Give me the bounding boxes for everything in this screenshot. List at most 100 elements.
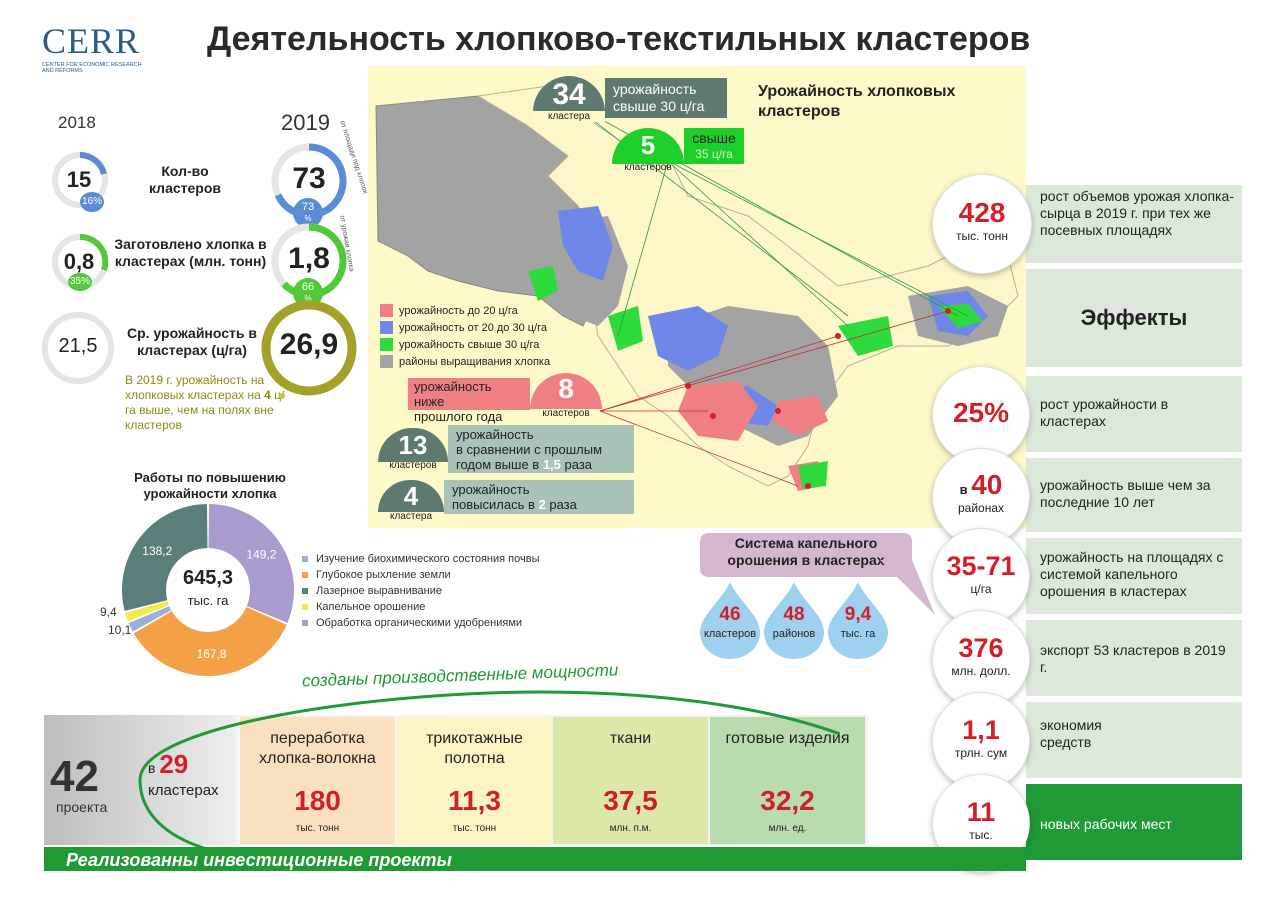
effect-panel-6 [1026, 702, 1242, 778]
investment-cell: трикотажные полотна 11,3 тыс. тонн [397, 717, 552, 844]
legend-swatch-red [380, 304, 393, 317]
donut-slice-label: 167,8 [197, 647, 227, 661]
works-swatch-2 [302, 572, 308, 578]
effect-6-circle: 1,1 трлн. сум [932, 692, 1030, 790]
effect-2-text: рост урожайности в кластерах [1040, 396, 1169, 429]
investment-cell-value: 180 [294, 785, 341, 816]
works-legend-item: Изучение биохимического состояния почвы [302, 551, 539, 567]
map-dots [685, 308, 951, 489]
donut-slice-label: 149,2 [246, 548, 276, 562]
investment-cell: ткани 37,5 млн. п.м. [553, 717, 708, 844]
badge-13-num: 13 [398, 430, 428, 460]
clusters-unit: кластерах [148, 782, 219, 799]
effects-header: Эффекты [1080, 305, 1188, 330]
badge-8-num: 8 [558, 373, 574, 404]
map-legend-item: урожайность от 20 до 30 ц/га [380, 319, 550, 336]
map-svg [375, 85, 1019, 491]
drip-drop-unit: тыс. га [840, 628, 876, 640]
yield-note: В 2019 г. урожайность на хлопковых класт… [125, 373, 285, 432]
works-swatch-1 [302, 556, 308, 562]
investment-cell-title: переработка хлопка-волокна [259, 730, 376, 767]
stat1-2019-pct: 73 % [293, 198, 323, 228]
note-dot [279, 393, 285, 399]
stat1-2018-pct: 16% [80, 192, 104, 212]
drip-drop-value: 46 [719, 604, 741, 625]
works-label-drip: 9,4 [100, 605, 117, 619]
stat2-2018-ring [52, 233, 109, 290]
works-legend-item: Лазерное выравнивание [302, 583, 539, 599]
works-legend-item: Капельное орошение [302, 599, 539, 615]
donut-hole [168, 550, 248, 630]
works-total: 645,3 [182, 567, 234, 589]
drip-title-tail [880, 560, 935, 615]
footer-bar [44, 847, 1026, 871]
effect-5-circle: 376 млн. долл. [932, 610, 1030, 708]
investment-cell: переработка хлопка-волокна 180 тыс. тонн [240, 717, 395, 844]
stat1-label: Кол-во кластеров [149, 163, 221, 196]
stat2-2019-ring [271, 223, 347, 299]
map-green-2 [608, 306, 643, 351]
effect-6-text: экономия средств [1040, 717, 1102, 750]
effect-panel-7 [1026, 784, 1242, 860]
drip-drop: 9,4 тыс. га [826, 582, 890, 660]
logo-subtitle: CENTER FOR ECONOMIC RESEARCH AND REFORMS [42, 62, 142, 74]
map-red-2 [773, 396, 828, 436]
drip-drop: 48 районов [762, 582, 826, 660]
projects-value: 42 [50, 752, 99, 801]
effect-1-text: рост объемов урожая хлопка-сырца в 2019 … [1040, 188, 1234, 238]
badge-13-unit: кластеров [389, 460, 437, 471]
stat3-2018-value: 21,5 [58, 335, 98, 357]
projects-unit: проекта [56, 799, 108, 815]
investment-cell-value: 37,5 [603, 785, 658, 816]
map-blue-1 [558, 206, 613, 281]
works-legend-item: Глубокое рыхление земли [302, 567, 539, 583]
map-green-3 [838, 316, 893, 356]
badge-8-unit: кластеров [542, 408, 590, 419]
clusters-block: в 29 [148, 749, 189, 779]
logo: CERR CENTER FOR ECONOMIC RESEARCH AND RE… [42, 20, 152, 74]
donut-slice [125, 601, 169, 622]
drip-title: Система капельного орошения в кластерах [700, 533, 912, 577]
map-blue-2 [648, 306, 728, 371]
investment-arc [138, 690, 840, 856]
investment-cell-unit: млн. ед. [768, 823, 807, 834]
stat3-2019-value: 26,9 [279, 328, 339, 361]
effect-4-circle: 35-71 ц/га [932, 528, 1030, 626]
works-total-unit: тыс. га [187, 593, 229, 608]
effect-3-text: урожайность выше чем за последние 10 лет [1040, 477, 1211, 510]
map-legend-item: районы выращивания хлопка [380, 353, 550, 370]
investment-cell-unit: тыс. тонн [452, 823, 497, 834]
investment-cell-unit: млн. п.м. [609, 823, 652, 834]
stat2-2018-value: 0,8 [63, 249, 95, 274]
drip-drop-unit: кластеров [703, 628, 757, 640]
map-red-1 [678, 381, 758, 441]
badge-5-unit: кластеров [624, 162, 672, 173]
investment-cell-value: 11,3 [448, 785, 501, 816]
effect-panel-4 [1026, 538, 1242, 614]
badge-4-unit: кластера [389, 511, 433, 522]
stat2-label: Заготовлено хлопка в кластерах (млн. тон… [114, 236, 267, 269]
works-legend: Изучение биохимического состояния почвы … [302, 551, 539, 631]
works-label-organic: 10,1 [108, 623, 132, 637]
stat2-2018-pct: 35% [68, 273, 92, 291]
badge-4-num: 4 [403, 481, 419, 511]
works-legend-item: Обработка органическими удобрениями [302, 615, 539, 631]
map-legend-item: урожайность до 20 ц/га [380, 302, 550, 319]
stat1-2019-ring [271, 143, 347, 219]
drip-drop-unit: районов [772, 628, 816, 640]
investment-cell-title: ткани [609, 730, 652, 747]
effect-4-text: урожайность на площадях с системой капел… [1040, 549, 1224, 599]
works-swatch-3 [302, 588, 308, 594]
badge-13-text: урожайность в сравнении с прошлым годом … [448, 425, 634, 473]
page-title: Деятельность хлопково-текстильных класте… [207, 20, 1031, 58]
investment-cell-title: трикотажные полотна [426, 730, 523, 767]
effect-panel-1 [1026, 185, 1242, 263]
footer-text: Реализованны инвестиционные проекты [66, 850, 452, 870]
donut-slice [122, 504, 208, 611]
effects-header-panel [1026, 269, 1242, 367]
map-title: Урожайность хлопковых кластеров [758, 83, 956, 120]
badge-4-text: урожайность повысилась в 2 раза [444, 480, 634, 514]
donut-slice [128, 606, 172, 632]
map-connectors-red [599, 310, 949, 487]
investment-cell-title: готовые изделия [725, 730, 850, 747]
